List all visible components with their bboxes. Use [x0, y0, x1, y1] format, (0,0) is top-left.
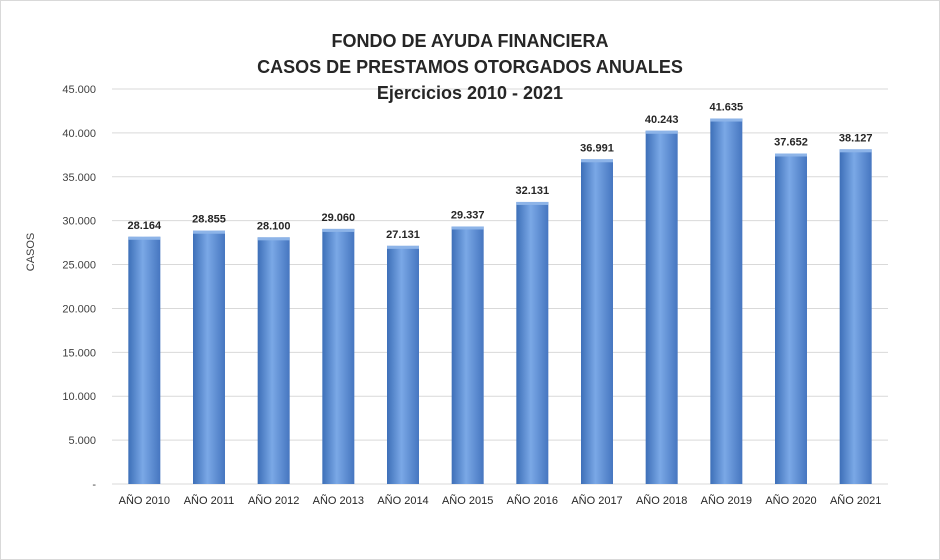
y-tick-label: 40.000	[62, 128, 96, 140]
data-label: 29.060	[322, 212, 356, 224]
data-label: 41.635	[710, 102, 744, 114]
bar	[128, 236, 161, 484]
bar-top	[451, 226, 484, 230]
y-tick-label: 45.000	[62, 84, 96, 96]
data-label: 38.127	[839, 132, 873, 144]
bar	[387, 245, 419, 484]
data-labels: 28.164 28.855 28.100 29.060 27.131 29.337 32.1…	[128, 102, 873, 241]
chart-subtitle: CASOS DE PRESTAMOS OTORGADOS ANUALES	[257, 57, 683, 77]
bar-body	[516, 201, 549, 484]
chart-period: Ejercicios 2010 - 2021	[376, 83, 564, 103]
y-axis-title: CASOS	[25, 233, 37, 272]
bar-top	[839, 149, 872, 153]
bar-top	[257, 237, 290, 241]
y-axis-ticks: - 5.000 10.000 15.000 20.000 25.000 30.000 35.0…	[62, 84, 96, 491]
bar	[257, 237, 290, 484]
bar-top	[775, 153, 807, 157]
bars	[128, 118, 872, 485]
gridlines	[112, 88, 888, 485]
bar-body	[775, 153, 807, 484]
bar	[516, 201, 549, 484]
y-tick-label: 35.000	[62, 172, 96, 184]
x-category-label: AÑO 2021	[830, 494, 881, 507]
bar-body	[128, 236, 161, 484]
bar-body	[257, 237, 290, 484]
y-tick-label: 25.000	[62, 260, 96, 272]
bar	[775, 153, 807, 484]
bar	[839, 149, 872, 485]
y-tick-label: 30.000	[62, 216, 96, 228]
chart-title: FONDO DE AYUDA FINANCIERA	[331, 31, 609, 51]
x-category-label: AÑO 2014	[377, 494, 428, 507]
bar-top	[193, 230, 225, 234]
y-tick-label: 10.000	[62, 391, 96, 403]
x-axis-categories: AÑO 2010 AÑO 2011 AÑO 2012 AÑO 2013 AÑO 2014…	[119, 494, 882, 507]
x-category-label: AÑO 2015	[442, 494, 493, 507]
x-category-label: AÑO 2012	[248, 494, 299, 507]
data-label: 37.652	[774, 136, 808, 148]
x-category-label: AÑO 2011	[184, 494, 235, 507]
bar-body	[193, 230, 225, 484]
y-tick-label: 20.000	[62, 303, 96, 315]
data-label: 32.131	[516, 185, 550, 197]
bar-body	[645, 130, 678, 484]
bar-body	[387, 245, 419, 484]
y-tick-label: -	[92, 479, 96, 491]
y-tick-label: 5.000	[68, 435, 96, 447]
data-label: 40.243	[645, 114, 679, 126]
data-label: 28.164	[128, 220, 163, 232]
x-category-label: AÑO 2018	[636, 494, 687, 507]
bar-body	[839, 149, 872, 485]
bar-top	[387, 245, 419, 249]
x-category-label: AÑO 2010	[119, 494, 170, 507]
bar-body	[581, 159, 613, 485]
data-label: 29.337	[451, 209, 485, 221]
x-category-label: AÑO 2020	[765, 494, 816, 507]
bar-top	[516, 201, 549, 205]
bar-body	[322, 228, 355, 484]
bar-top	[322, 228, 355, 232]
bar-top	[710, 118, 743, 122]
bar-top	[581, 159, 613, 163]
data-label: 28.100	[257, 220, 291, 232]
x-category-label: AÑO 2013	[313, 494, 364, 507]
bar-top	[128, 236, 161, 240]
bar	[193, 230, 225, 484]
bar	[322, 228, 355, 484]
bar-top	[645, 130, 678, 134]
x-category-label: AÑO 2017	[571, 494, 622, 507]
x-category-label: AÑO 2016	[507, 494, 558, 507]
data-label: 27.131	[386, 229, 420, 241]
bar	[451, 226, 484, 484]
y-tick-label: 15.000	[62, 347, 96, 359]
data-label: 36.991	[580, 142, 614, 154]
bar	[710, 118, 743, 484]
x-category-label: AÑO 2019	[701, 494, 752, 507]
bar-body	[710, 118, 743, 484]
bar	[581, 159, 613, 485]
bar	[645, 130, 678, 484]
bar-body	[451, 226, 484, 484]
data-label: 28.855	[192, 214, 226, 226]
